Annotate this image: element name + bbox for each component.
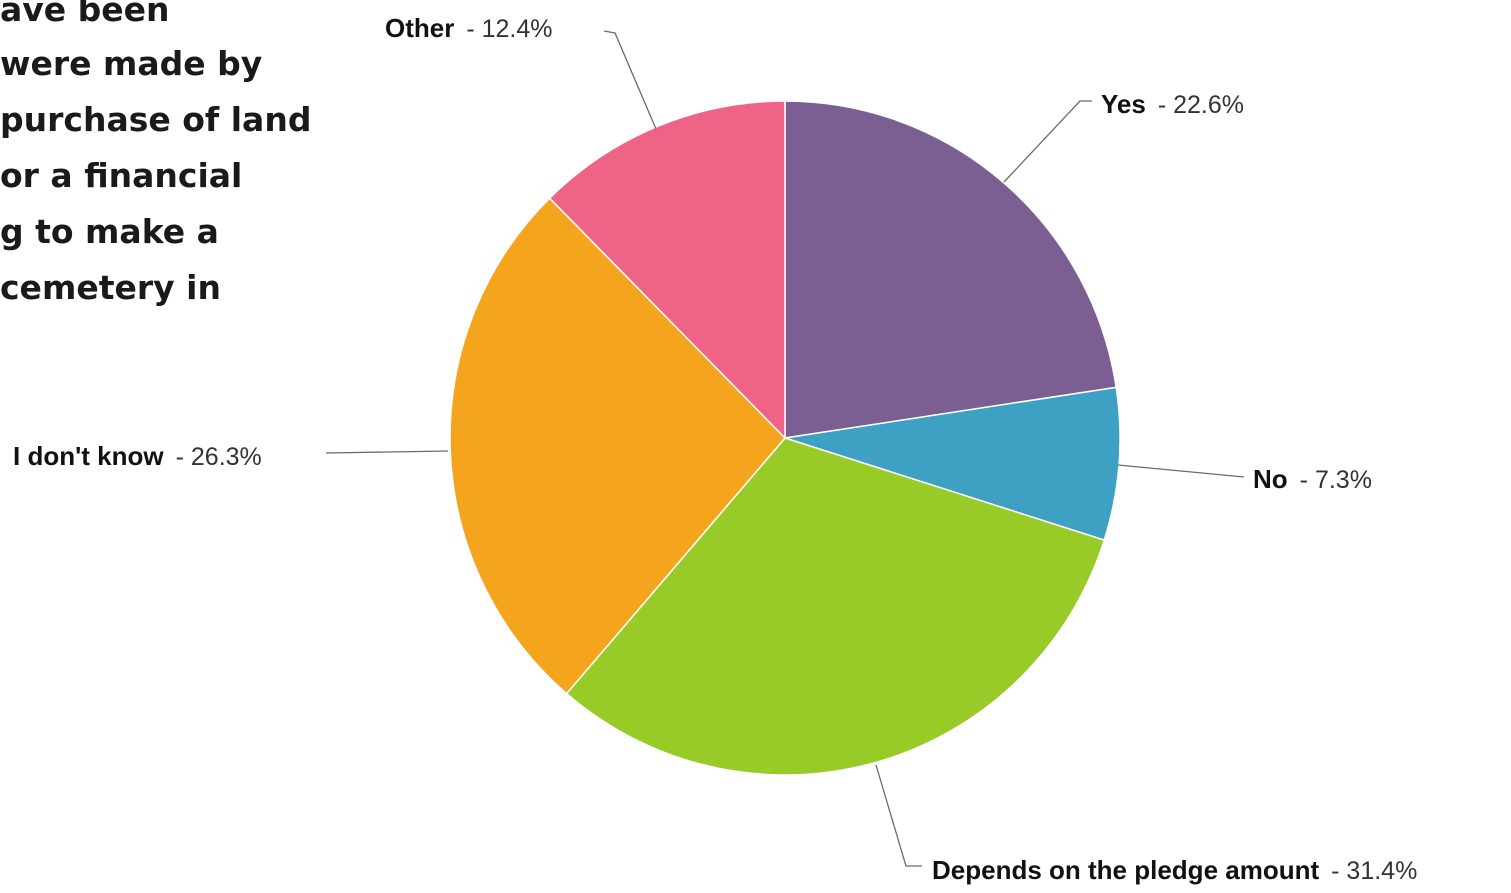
leader-line-no xyxy=(1117,464,1245,478)
question-text: ave been were made by purchase of land o… xyxy=(0,0,340,340)
pie-slice-other xyxy=(548,100,786,439)
slice-label-value-yes: - 22.6% xyxy=(1158,91,1244,119)
leader-line-depends xyxy=(875,764,922,867)
leader-line-i-dont-know xyxy=(325,450,449,454)
slice-label-name-yes: Yes xyxy=(1101,89,1146,119)
question-line: g to make a xyxy=(0,212,219,251)
question-line: were made by xyxy=(0,44,263,83)
slice-label-value-no: - 7.3% xyxy=(1300,466,1372,494)
slice-label-name-other: Other xyxy=(385,13,454,43)
slice-label-no: No - 7.3% xyxy=(1253,464,1372,494)
pie-slices xyxy=(449,100,1121,776)
leader-line-other xyxy=(603,30,657,130)
slice-label-name-depends: Depends on the pledge amount xyxy=(932,855,1319,885)
question-line: purchase of land xyxy=(0,100,312,139)
pie-slice-no xyxy=(784,386,1121,541)
slice-label-value-other: - 12.4% xyxy=(466,15,552,43)
slice-label-name-i-dont-know: I don't know xyxy=(13,441,164,471)
slice-label-value-i-dont-know: - 26.3% xyxy=(176,443,262,471)
question-line: cemetery in xyxy=(0,268,221,307)
slice-label-yes: Yes - 22.6% xyxy=(1101,89,1244,119)
slice-label-depends: Depends on the pledge amount - 31.4% xyxy=(932,855,1417,885)
leader-line-yes xyxy=(1003,100,1092,183)
pie-slice-depends xyxy=(565,437,1105,776)
pie-slice-yes xyxy=(784,100,1117,439)
slice-label-i-dont-know: I don't know - 26.3% xyxy=(13,441,262,471)
leader-lines xyxy=(325,30,1245,867)
pie-slice-i-dont-know xyxy=(449,197,786,695)
slice-label-name-no: No xyxy=(1253,464,1288,494)
question-line: ave been xyxy=(0,0,170,29)
slice-label-other: Other - 12.4% xyxy=(385,13,553,43)
slice-labels: Yes - 22.6% No - 7.3% Depends on the pledge … xyxy=(13,13,1417,885)
question-line: or a financial xyxy=(0,156,243,195)
slice-label-value-depends: - 31.4% xyxy=(1331,857,1417,885)
